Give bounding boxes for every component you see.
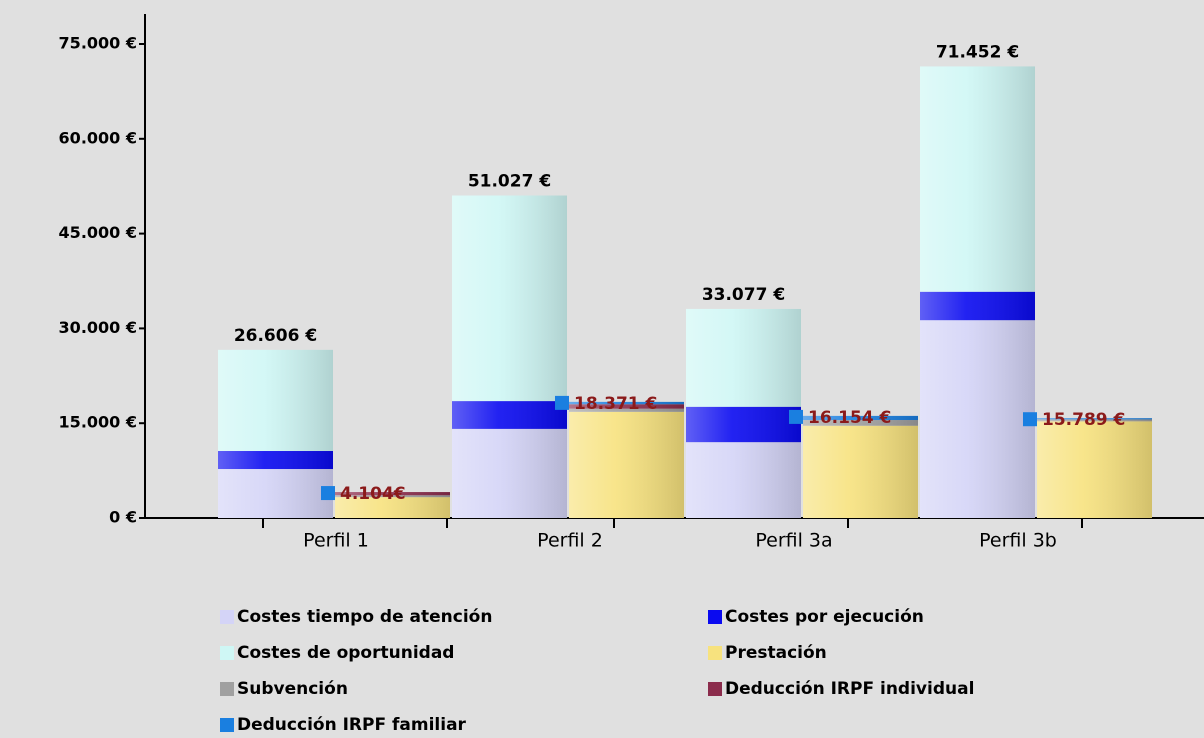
legend-swatch [708, 646, 722, 660]
legend-swatch [220, 682, 234, 696]
legend-label: Costes por ejecución [725, 607, 924, 627]
total-label: 16.154 € [808, 408, 891, 428]
legend-label: Deducción IRPF familiar [237, 715, 467, 735]
total-label: 71.452 € [936, 42, 1019, 62]
legend-label: Subvención [237, 679, 348, 699]
total-label: 26.606 € [234, 326, 317, 346]
total-label: 33.077 € [702, 285, 785, 305]
label-marker [321, 486, 335, 501]
legend-swatch [220, 646, 234, 660]
bar-shade [569, 401, 684, 518]
legend-label: Prestación [725, 643, 827, 663]
bar-shade [1037, 418, 1152, 518]
total-label: 18.371 € [574, 394, 657, 414]
label-marker [789, 409, 803, 424]
legend-label: Deducción IRPF individual [725, 679, 974, 699]
label-marker [555, 395, 569, 410]
y-tick-label: 75.000 € [59, 34, 137, 53]
y-tick-label: 45.000 € [59, 223, 137, 242]
bar-shade [920, 66, 1035, 518]
y-tick-label: 30.000 € [59, 318, 137, 337]
legend-swatch [220, 610, 234, 624]
label-marker [1023, 412, 1037, 427]
total-label: 51.027 € [468, 172, 551, 192]
x-tick-label: Perfil 1 [303, 530, 369, 552]
x-ticks [262, 518, 1083, 528]
legend-swatch [708, 682, 722, 696]
bar-shade [452, 195, 567, 519]
x-tick-label: Perfil 2 [537, 530, 603, 552]
bar-shade [335, 492, 450, 518]
bar-shade [218, 349, 333, 518]
bar-shade [803, 415, 918, 518]
y-tick-label: 15.000 € [59, 413, 137, 432]
y-tick-label: 60.000 € [59, 128, 137, 147]
legend-label: Costes de oportunidad [237, 643, 454, 663]
bar-shade [686, 308, 801, 518]
total-label: 15.789 € [1042, 410, 1125, 430]
legend-label: Costes tiempo de atención [237, 607, 492, 627]
total-label: 4.104€ [340, 484, 406, 504]
legend-swatch [220, 718, 234, 732]
x-tick-label: Perfil 3a [755, 530, 832, 552]
y-tick-label: 0 € [109, 508, 137, 527]
x-tick-label: Perfil 3b [979, 530, 1057, 552]
legend-swatch [708, 610, 722, 624]
